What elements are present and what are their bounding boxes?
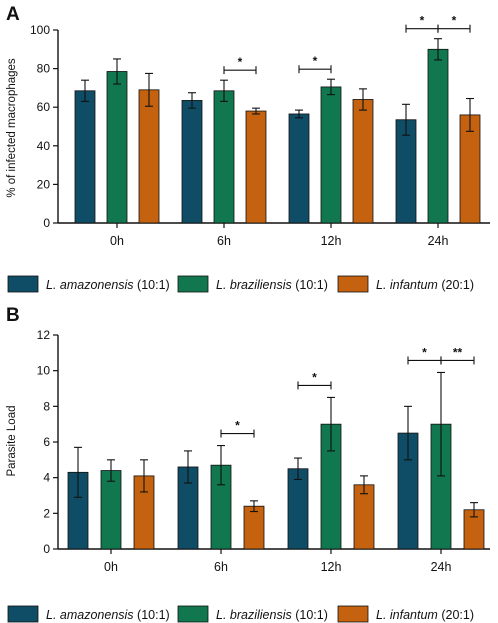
panel-b-y-tick-label: 4 (43, 471, 50, 485)
panel-a-legend-species: L. braziliensis (216, 278, 295, 292)
panel-a-bar-braziliensis (106, 71, 128, 224)
panel-a-bar-infantum (138, 89, 160, 224)
panel-a-x-tick-label: 24h (428, 234, 449, 248)
panel-b-y-tick-label: 2 (43, 506, 50, 520)
panel-a-significance-label: * (313, 54, 318, 68)
panel-b-y-axis-title: Parasite Load (6, 406, 18, 477)
panel-b-label: B (6, 305, 20, 326)
panel-a-bar-amazonensis (74, 90, 96, 224)
panel-a-bar-braziliensis (320, 86, 342, 224)
panel-a-bar-braziliensis (213, 90, 235, 224)
panel-a-legend-label-amazonensis: L. amazonensis (10:1) (46, 278, 170, 292)
panel-b-legend-swatch-infantum (337, 605, 369, 623)
panel-a-legend-ratio: (20:1) (441, 278, 474, 292)
panel-a-x-tick-label: 0h (110, 234, 124, 248)
panel-b-x-tick-label: 24h (431, 560, 452, 574)
panel-b-legend-ratio: (20:1) (441, 608, 474, 622)
panel-b-bar-amazonensis (287, 468, 309, 550)
panel-b-significance-label: * (422, 345, 427, 359)
panel-a-bar-infantum (245, 110, 267, 224)
panel-b-significance-label: ** (453, 345, 463, 359)
panel-b-y-tick-label: 12 (37, 328, 51, 342)
panel-b-y-tick-label: 6 (43, 435, 50, 449)
panel-a-significance-label: * (238, 55, 243, 69)
panel-a-y-axis-title: % of infected macrophages (6, 58, 18, 198)
panel-a-y-tick-label: 20 (37, 177, 51, 191)
panel-b-legend-label-infantum: L. infantum (20:1) (376, 608, 474, 622)
panel-a-y-tick-label: 0 (43, 216, 50, 230)
panel-a-y-tick-label: 40 (37, 139, 51, 153)
panel-a-legend-ratio: (10:1) (295, 278, 328, 292)
panel-b-legend-swatch-amazonensis (7, 605, 39, 623)
panel-a-bar-amazonensis (181, 100, 203, 224)
panel-b-legend-label-braziliensis: L. braziliensis (10:1) (216, 608, 328, 622)
panel-b-y-tick-label: 10 (37, 364, 51, 378)
panel-b-legend-swatch-braziliensis (177, 605, 209, 623)
panel-a-y-tick-label: 80 (37, 62, 51, 76)
panel-a-chart: 0 20 40 60 80 100 0h 6h 12h 24h * * * * (30, 14, 490, 248)
panel-a-legend-species: L. amazonensis (46, 278, 137, 292)
panel-a-x-tick-label: 12h (321, 234, 342, 248)
panel-b-y-tick-label: 8 (43, 399, 50, 413)
panel-a-legend-swatch-infantum (337, 275, 369, 293)
panel-a-legend-label-infantum: L. infantum (20:1) (376, 278, 474, 292)
panel-a-bar-braziliensis (427, 48, 449, 224)
panel-a-label: A (6, 4, 20, 25)
panel-b-significance-label: * (235, 419, 240, 433)
panel-b-legend-ratio: (10:1) (295, 608, 328, 622)
panel-a-legend-ratio: (10:1) (137, 278, 170, 292)
panel-b-y-tick-label: 0 (43, 542, 50, 556)
panel-b-legend-species: L. infantum (376, 608, 441, 622)
panel-a-significance-label: * (452, 14, 457, 28)
panel-b-legend-label-amazonensis: L. amazonensis (10:1) (46, 608, 170, 622)
panel-a-legend-species: L. infantum (376, 278, 441, 292)
panel-b-significance-label: * (312, 370, 317, 384)
panel-a-legend-swatch-braziliensis (177, 275, 209, 293)
panel-a-y-tick-label: 60 (37, 100, 51, 114)
panel-b-bar-infantum (353, 484, 375, 550)
panel-b-legend-species: L. amazonensis (46, 608, 137, 622)
panel-a-legend: L. amazonensis (10:1) L. braziliensis (10… (7, 275, 474, 293)
panel-b-bar-braziliensis (100, 470, 122, 550)
panel-a-bar-infantum (352, 99, 374, 224)
panel-b-x-tick-label: 0h (104, 560, 118, 574)
panel-b-legend-species: L. braziliensis (216, 608, 295, 622)
panel-b-legend: L. amazonensis (10:1) L. braziliensis (10… (7, 605, 474, 623)
panel-b-legend-ratio: (10:1) (137, 608, 170, 622)
panel-a-y-tick-label: 100 (30, 23, 50, 37)
panel-a-legend-swatch-amazonensis (7, 275, 39, 293)
panel-b-x-tick-label: 6h (214, 560, 228, 574)
panel-a-significance-label: * (420, 14, 425, 28)
panel-a-bar-amazonensis (288, 113, 310, 224)
panel-a-legend-label-braziliensis: L. braziliensis (10:1) (216, 278, 328, 292)
panel-a-x-tick-label: 6h (217, 234, 231, 248)
panel-b-x-tick-label: 12h (321, 560, 342, 574)
panel-b-bar-infantum (243, 505, 265, 550)
